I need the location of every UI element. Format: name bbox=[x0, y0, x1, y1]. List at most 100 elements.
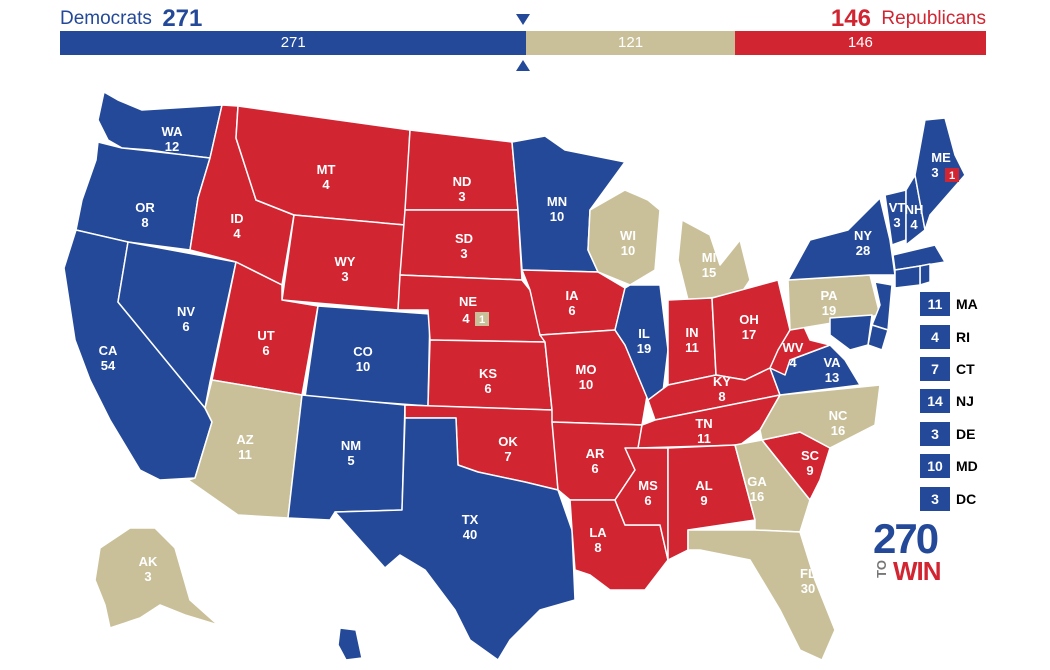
state-label-sd: SD bbox=[455, 231, 473, 246]
state-ev-ga: 16 bbox=[750, 489, 764, 504]
state-label-or: OR bbox=[135, 200, 155, 215]
state-label-tn: TN bbox=[695, 416, 712, 431]
small-state-ev[interactable]: 3 bbox=[920, 486, 950, 511]
270towin-logo: 270 TO WIN bbox=[873, 518, 945, 586]
state-label-al: AL bbox=[695, 478, 712, 493]
state-ev-mo: 10 bbox=[579, 377, 593, 392]
small-state-abbr: RI bbox=[956, 328, 970, 345]
state-label-nv: NV bbox=[177, 304, 195, 319]
threshold-marker-top-icon bbox=[516, 14, 530, 25]
state-de[interactable] bbox=[867, 324, 889, 351]
bar-segment-tossup: 121 bbox=[526, 31, 735, 55]
state-fl[interactable] bbox=[687, 529, 836, 661]
state-label-fl: FL bbox=[800, 566, 816, 581]
state-label-sc: SC bbox=[801, 448, 820, 463]
state-ev-ny: 28 bbox=[856, 243, 870, 258]
state-label-nm: NM bbox=[341, 438, 361, 453]
state-ev-al: 9 bbox=[700, 493, 707, 508]
state-ev-ky: 8 bbox=[718, 389, 725, 404]
state-md[interactable] bbox=[829, 314, 873, 351]
state-ev-mn: 10 bbox=[550, 209, 564, 224]
small-state-item-de[interactable]: 3 DE bbox=[920, 418, 978, 450]
state-ev-ut: 6 bbox=[262, 343, 269, 358]
small-state-item-ri[interactable]: 4 RI bbox=[920, 320, 978, 352]
maine-district-box[interactable] bbox=[945, 168, 959, 182]
state-label-nd: ND bbox=[453, 174, 472, 189]
state-label-ia: IA bbox=[566, 288, 580, 303]
state-tx[interactable] bbox=[334, 417, 576, 661]
state-label-co: CO bbox=[353, 344, 373, 359]
state-label-me: ME bbox=[931, 150, 951, 165]
state-label-il: IL bbox=[638, 326, 650, 341]
republicans-total: 146 bbox=[830, 5, 871, 32]
maine-district-label: 1 bbox=[949, 170, 955, 182]
state-ct[interactable] bbox=[894, 265, 921, 289]
state-label-ar: AR bbox=[586, 446, 605, 461]
small-state-ev[interactable]: 11 bbox=[920, 292, 950, 317]
state-ev-ne: 4 bbox=[462, 311, 470, 326]
small-state-item-md[interactable]: 10 MD bbox=[920, 450, 978, 482]
state-mi[interactable] bbox=[677, 219, 751, 301]
state-ri[interactable] bbox=[919, 263, 931, 286]
small-state-ev[interactable]: 10 bbox=[920, 454, 950, 479]
state-ev-or: 8 bbox=[141, 215, 148, 230]
state-ev-il: 19 bbox=[637, 341, 651, 356]
state-label-wv: WV bbox=[783, 340, 804, 355]
state-label-hi: HI bbox=[316, 627, 329, 642]
small-state-ev[interactable]: 3 bbox=[920, 421, 950, 446]
state-ev-nh: 4 bbox=[910, 217, 918, 232]
state-ev-wv: 4 bbox=[789, 355, 797, 370]
republicans-label: Republicans bbox=[881, 8, 986, 29]
small-state-ev[interactable]: 7 bbox=[920, 356, 950, 381]
state-ev-mi: 15 bbox=[702, 265, 716, 280]
small-state-item-ct[interactable]: 7 CT bbox=[920, 353, 978, 385]
small-state-abbr: CT bbox=[956, 360, 975, 377]
threshold-marker-bottom-icon bbox=[516, 60, 530, 71]
state-label-ks: KS bbox=[479, 366, 497, 381]
small-state-abbr: DE bbox=[956, 425, 976, 442]
small-state-item-dc[interactable]: 3 DC bbox=[920, 482, 978, 514]
state-ak[interactable] bbox=[94, 527, 219, 629]
logo-to: TO bbox=[874, 560, 889, 578]
democrats-total-header: Democrats 271 bbox=[60, 5, 208, 33]
state-label-mn: MN bbox=[547, 194, 567, 209]
state-ev-wy: 3 bbox=[341, 269, 348, 284]
state-ev-ok: 7 bbox=[504, 449, 511, 464]
electoral-vote-bar: 271 121 146 bbox=[60, 31, 986, 55]
state-label-vt: VT bbox=[889, 200, 906, 215]
state-label-nh: NH bbox=[905, 202, 924, 217]
state-ev-co: 10 bbox=[356, 359, 370, 374]
state-label-in: IN bbox=[686, 325, 699, 340]
nebraska-district-box[interactable] bbox=[475, 312, 489, 326]
small-state-abbr: NJ bbox=[956, 393, 974, 410]
small-state-abbr: DC bbox=[956, 490, 977, 507]
state-ev-ar: 6 bbox=[591, 461, 598, 476]
small-state-ev[interactable]: 4 bbox=[920, 324, 950, 349]
state-ev-nd: 3 bbox=[458, 189, 465, 204]
small-state-item-ma[interactable]: 11 MA bbox=[920, 288, 978, 320]
state-ev-nv: 6 bbox=[182, 319, 189, 334]
state-ny[interactable] bbox=[787, 197, 896, 281]
state-label-nc: NC bbox=[829, 408, 848, 423]
state-label-wi: WI bbox=[620, 228, 636, 243]
democrats-total: 271 bbox=[162, 5, 203, 32]
state-hi[interactable] bbox=[337, 627, 363, 661]
state-ev-wa: 12 bbox=[165, 139, 179, 154]
state-ev-ms: 6 bbox=[644, 493, 651, 508]
state-wi[interactable] bbox=[587, 189, 661, 286]
state-ev-wi: 10 bbox=[621, 243, 635, 258]
state-ev-nm: 5 bbox=[347, 453, 354, 468]
state-label-ne: NE bbox=[459, 294, 477, 309]
state-label-mo: MO bbox=[576, 362, 597, 377]
state-ma[interactable] bbox=[892, 244, 946, 271]
small-state-item-nj[interactable]: 14 NJ bbox=[920, 385, 978, 417]
small-state-ev[interactable]: 14 bbox=[920, 389, 950, 414]
republicans-total-header: 146 Republicans bbox=[825, 5, 986, 33]
state-label-ms: MS bbox=[638, 478, 658, 493]
state-me[interactable] bbox=[914, 117, 966, 231]
logo-win: WIN bbox=[893, 556, 942, 586]
state-ev-pa: 19 bbox=[822, 303, 836, 318]
state-or[interactable] bbox=[75, 141, 211, 251]
state-ev-tx: 40 bbox=[463, 527, 477, 542]
